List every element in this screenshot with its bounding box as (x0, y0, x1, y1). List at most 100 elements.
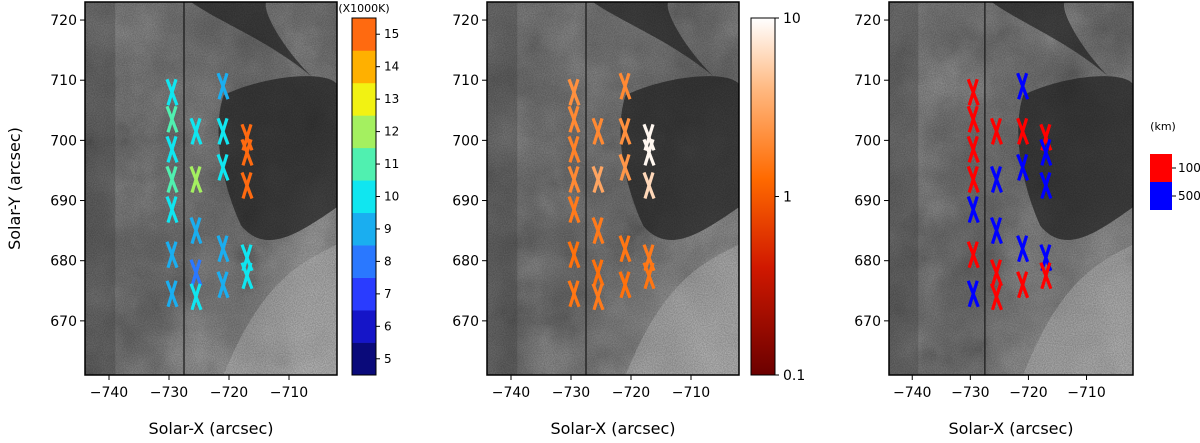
data-marker (240, 171, 254, 200)
data-marker (567, 105, 581, 133)
data-marker (165, 135, 179, 163)
data-marker (216, 72, 230, 100)
axes-frame (84, 1, 338, 376)
colorbar-tick-label: 14 (384, 60, 399, 74)
colorbar-tick-label: 0.1 (783, 368, 805, 384)
data-marker (966, 135, 980, 163)
y-tick-label: 690 (452, 194, 479, 210)
colorbar-segment (352, 342, 376, 376)
panel-1: −740 −730 −720 −710 670 680 690 700 710 720 Solar-… (5, 1, 338, 438)
x-tick-label: −730 (951, 385, 989, 401)
colorbar: 1000 500 (km) (1150, 120, 1200, 210)
colorbar-segment (352, 310, 376, 343)
background-image (487, 2, 739, 375)
x-tick-label: −710 (1067, 385, 1105, 401)
data-marker (989, 165, 1003, 194)
data-marker (642, 171, 656, 200)
y-tick-label: 720 (452, 13, 479, 29)
y-tick-label: 710 (452, 73, 479, 89)
data-marker (567, 195, 581, 224)
background-image (85, 2, 337, 375)
x-tick-label: −720 (612, 385, 650, 401)
data-marker (567, 78, 581, 106)
colorbar: 0.1 1 10 (750, 11, 805, 384)
data-marker (591, 165, 605, 194)
data-marker (591, 117, 605, 145)
data-marker (165, 195, 179, 224)
data-marker (591, 259, 605, 287)
data-marker (642, 262, 656, 290)
colorbar-title: (X1000K) (338, 2, 389, 15)
colorbar-tick-label: 12 (384, 125, 399, 139)
data-marker (1039, 262, 1053, 290)
data-marker (966, 78, 980, 106)
data-marker (1016, 271, 1030, 299)
data-marker (618, 271, 632, 299)
data-marker (1039, 171, 1053, 200)
panel-3: −740 −730 −720 −710 670 680 690 700 710 720 Solar-… (854, 1, 1134, 438)
data-marker (216, 117, 230, 145)
data-marker (989, 259, 1003, 287)
x-tick-label: −730 (552, 385, 590, 401)
y-tick-label: 690 (50, 194, 77, 210)
colorbar-title: (km) (1150, 120, 1176, 133)
data-marker (618, 117, 632, 145)
data-marker (989, 217, 1003, 245)
colorbar-segment (352, 212, 376, 246)
data-marker (189, 165, 203, 194)
x-tick-label: −740 (492, 385, 530, 401)
data-marker (1039, 138, 1053, 166)
x-tick-label: −710 (672, 385, 710, 401)
axes-frame (486, 1, 740, 376)
data-marker (567, 135, 581, 163)
colorbar-gradient (750, 17, 776, 376)
data-marker (966, 280, 980, 308)
colorbar-segment (352, 180, 376, 214)
data-marker (567, 280, 581, 308)
colorbar-tick-label: 10 (783, 11, 801, 27)
data-marker (966, 105, 980, 133)
panel-2: −740 −730 −720 −710 670 680 690 700 710 720 Solar-… (452, 1, 740, 438)
colorbar-segment (352, 277, 376, 311)
y-tick-label: 720 (854, 13, 881, 29)
data-marker (618, 72, 632, 100)
data-marker (240, 262, 254, 290)
y-tick-label: 680 (854, 254, 881, 270)
data-marker (216, 153, 230, 182)
colorbar-segment (352, 245, 376, 278)
y-axis-label: Solar-Y (arcsec) (5, 127, 24, 250)
x-tick-label: −710 (270, 385, 308, 401)
data-marker (216, 271, 230, 299)
x-tick-label: −740 (90, 385, 128, 401)
colorbar-segment (352, 147, 376, 181)
data-marker (1016, 72, 1030, 100)
x-tick-label: −730 (150, 385, 188, 401)
x-axis-label: Solar-X (arcsec) (948, 419, 1073, 438)
colorbar-tick-label: 15 (384, 27, 399, 41)
x-tick-label: −720 (210, 385, 248, 401)
data-marker (989, 117, 1003, 145)
colorbar-segment (1150, 154, 1172, 182)
data-marker (165, 105, 179, 133)
data-marker (618, 153, 632, 182)
y-tick-label: 710 (50, 73, 77, 89)
data-marker (1016, 117, 1030, 145)
colorbar-tick-label: 9 (384, 222, 392, 236)
data-marker (966, 241, 980, 269)
x-axis-label: Solar-X (arcsec) (550, 419, 675, 438)
y-tick-label: 720 (50, 13, 77, 29)
data-marker (591, 217, 605, 245)
y-tick-label: 690 (854, 194, 881, 210)
axes-frame (888, 1, 1134, 376)
data-marker (618, 235, 632, 263)
y-tick-label: 680 (452, 254, 479, 270)
data-marker (567, 241, 581, 269)
data-marker (165, 241, 179, 269)
colorbar-tick-label: 500 (1178, 189, 1200, 203)
colorbar-segment (352, 18, 376, 51)
data-marker (189, 283, 203, 311)
data-marker (189, 259, 203, 287)
data-marker (240, 138, 254, 166)
data-marker (591, 283, 605, 311)
